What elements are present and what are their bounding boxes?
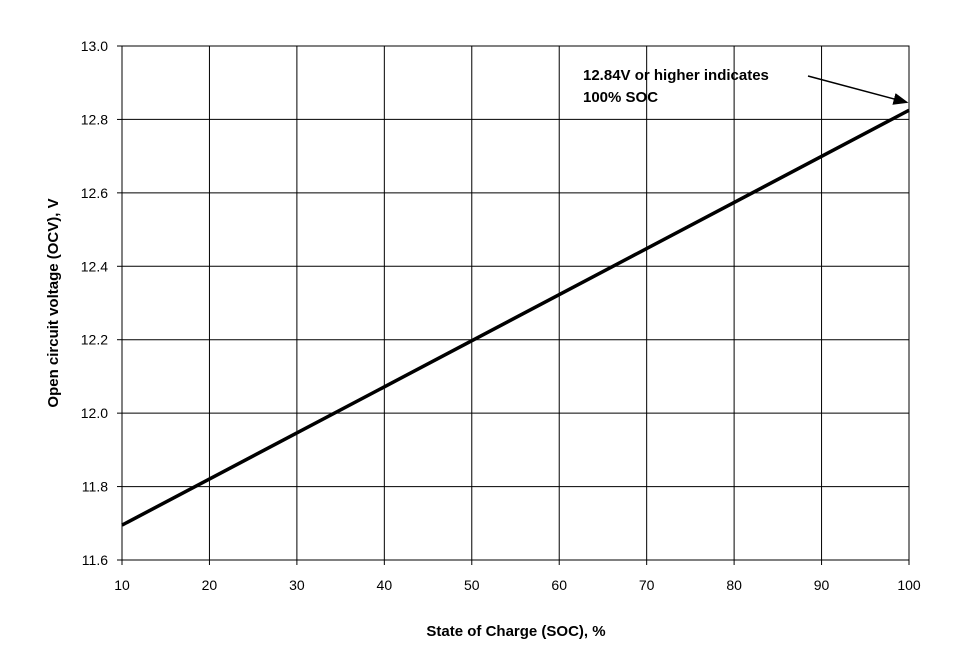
x-tick-label: 20 (202, 577, 218, 593)
y-axis-title: Open circuit voltage (OCV), V (45, 198, 62, 407)
annotation-text-line: 100% SOC (583, 89, 658, 106)
x-tick-label: 40 (377, 577, 393, 593)
y-tick-label: 12.0 (81, 405, 108, 421)
annotation: 12.84V or higher indicates 100% SOC (583, 67, 909, 106)
x-tick-label: 90 (814, 577, 830, 593)
x-tick-label: 60 (551, 577, 567, 593)
series-line (121, 108, 910, 527)
y-tick-label: 12.6 (81, 185, 108, 201)
annotation-text-line: 12.84V or higher indicates (583, 67, 769, 84)
axes: 10 20 30 40 50 60 70 80 90 100 11.6 11.8 12.0 12.2 12.… (81, 38, 921, 593)
x-tick-label: 80 (726, 577, 742, 593)
x-tick-label: 10 (114, 577, 130, 593)
series-layer (121, 108, 910, 527)
y-tick-label: 11.8 (82, 479, 108, 495)
x-tick-label: 30 (289, 577, 305, 593)
y-tick-label: 12.2 (81, 332, 108, 348)
annotation-arrow (807, 75, 909, 105)
x-tick-label: 100 (897, 577, 921, 593)
plot-frame (121, 45, 910, 561)
y-tick-label: 12.8 (81, 111, 108, 127)
x-tick-label: 70 (639, 577, 655, 593)
grid-lines (121, 45, 910, 561)
x-axis-title: State of Charge (SOC), % (426, 623, 605, 640)
y-tick-label: 11.6 (82, 552, 108, 568)
y-tick-label: 12.4 (81, 258, 108, 274)
y-tick-label: 13.0 (81, 38, 108, 54)
x-tick-label: 50 (464, 577, 480, 593)
